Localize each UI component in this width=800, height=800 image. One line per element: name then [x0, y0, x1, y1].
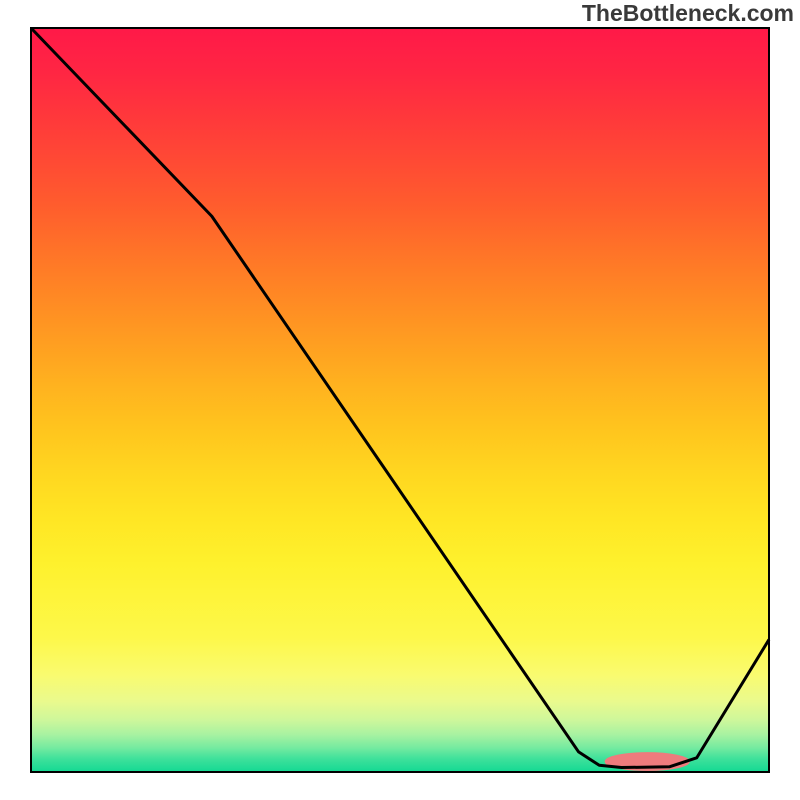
plot-background: [31, 28, 769, 772]
attribution-label: TheBottleneck.com: [582, 0, 794, 27]
bottleneck-chart: [0, 0, 800, 800]
